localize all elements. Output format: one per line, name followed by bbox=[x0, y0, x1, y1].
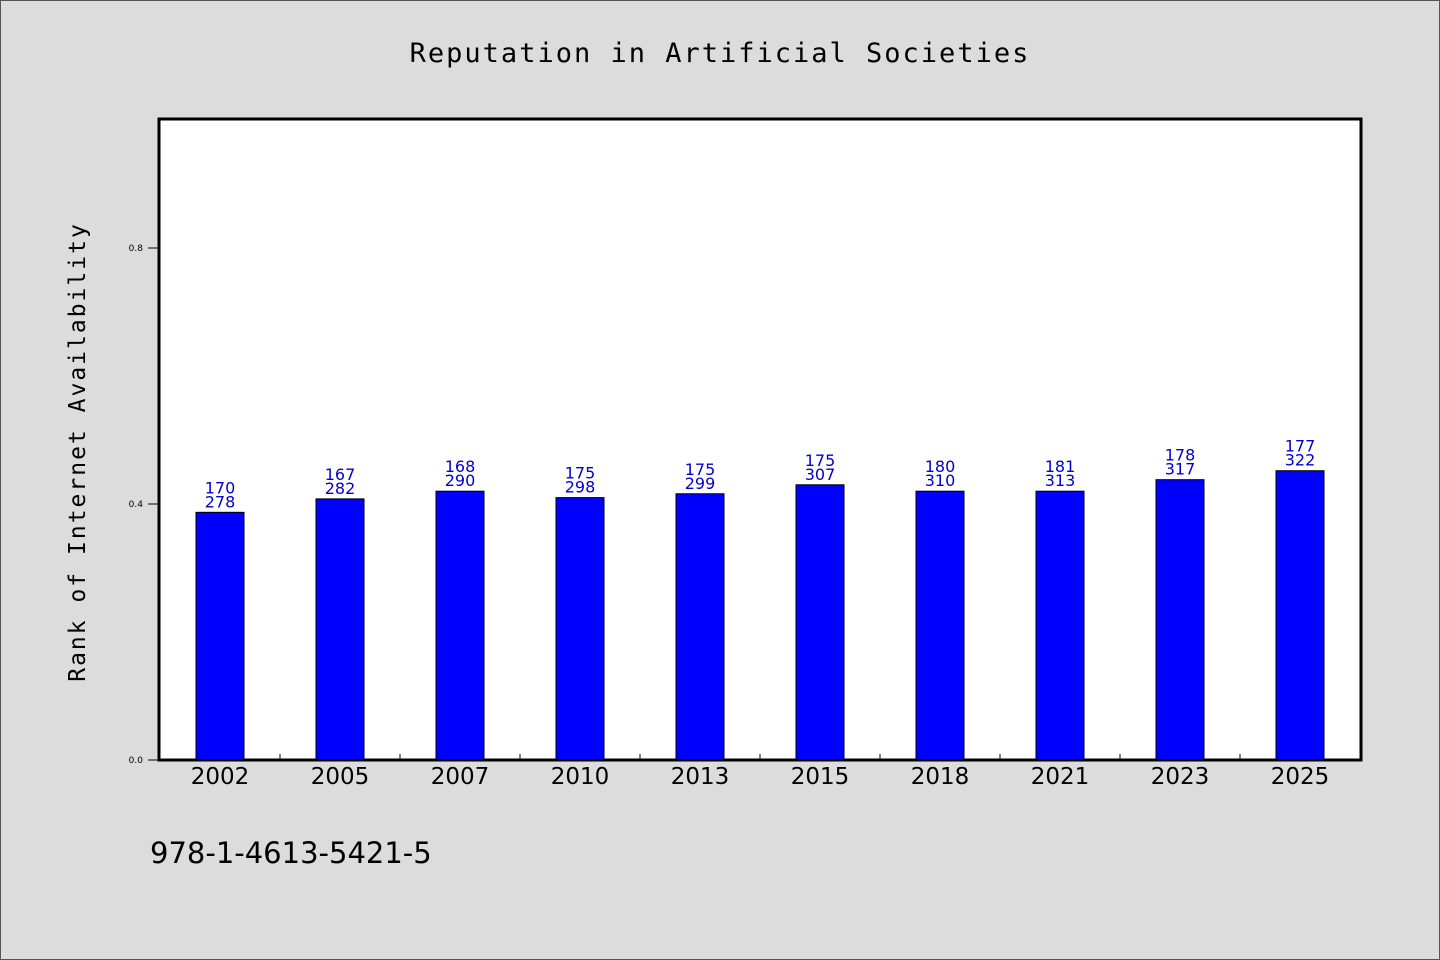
bar-label-top: 170 bbox=[205, 478, 236, 497]
x-axis-ticks bbox=[279, 754, 1241, 760]
x-axis-labels: 2002 2005 2007 2010 2013 2015 2018 2021 2023 2025 bbox=[191, 764, 1330, 790]
bar-label-top: 180 bbox=[925, 457, 956, 476]
bar bbox=[675, 493, 725, 761]
bar-label-top: 175 bbox=[565, 464, 596, 483]
bar-label-bottom: 313 bbox=[1045, 471, 1076, 490]
bar bbox=[195, 511, 245, 761]
bar bbox=[915, 490, 965, 761]
x-tick-label: 2013 bbox=[671, 764, 730, 790]
bar-label-top: 178 bbox=[1165, 446, 1196, 465]
bar bbox=[1155, 479, 1205, 761]
bar-label-top: 181 bbox=[1045, 457, 1076, 476]
bar-label-bottom: 278 bbox=[205, 492, 236, 511]
y-tick-label: 0.8 bbox=[129, 244, 144, 254]
x-tick-label: 2015 bbox=[791, 764, 850, 790]
x-tick-label: 2007 bbox=[431, 764, 490, 790]
y-axis-ticks: 0.0 0.4 0.8 bbox=[129, 244, 160, 766]
y-tick-label: 0.4 bbox=[129, 500, 144, 510]
footer-isbn-text: 978-1-4613-5421-5 bbox=[150, 836, 432, 870]
bar bbox=[795, 484, 845, 761]
x-tick-label: 2018 bbox=[911, 764, 970, 790]
x-tick-label: 2005 bbox=[311, 764, 370, 790]
bar-label-top: 177 bbox=[1285, 437, 1316, 456]
x-tick-label: 2002 bbox=[191, 764, 250, 790]
chart-title: Reputation in Artificial Societies bbox=[410, 38, 1031, 69]
bar-label-bottom: 282 bbox=[325, 479, 356, 498]
x-tick-label: 2025 bbox=[1271, 764, 1330, 790]
bar-series bbox=[195, 470, 1325, 761]
bar-label-top: 175 bbox=[685, 460, 716, 479]
bar-label-bottom: 298 bbox=[565, 478, 596, 497]
x-tick-label: 2010 bbox=[551, 764, 610, 790]
bar-label-top: 175 bbox=[805, 451, 836, 470]
y-tick-label: 0.0 bbox=[129, 756, 144, 766]
bar-label-top: 167 bbox=[325, 465, 356, 484]
bar bbox=[315, 498, 365, 761]
bar bbox=[1275, 470, 1325, 761]
x-tick-label: 2023 bbox=[1151, 764, 1210, 790]
bar-label-bottom: 290 bbox=[445, 471, 476, 490]
bar-label-bottom: 322 bbox=[1285, 451, 1316, 470]
y-axis-label: Rank of Internet Availability bbox=[65, 222, 91, 682]
bar bbox=[1035, 490, 1085, 761]
bar-label-bottom: 310 bbox=[925, 471, 956, 490]
bar-label-bottom: 307 bbox=[805, 465, 836, 484]
bar-label-bottom: 317 bbox=[1165, 460, 1196, 479]
bar bbox=[435, 490, 485, 761]
bar-label-bottom: 299 bbox=[685, 474, 716, 493]
bar bbox=[555, 497, 605, 761]
bar-label-top: 168 bbox=[445, 457, 476, 476]
x-tick-label: 2021 bbox=[1031, 764, 1090, 790]
